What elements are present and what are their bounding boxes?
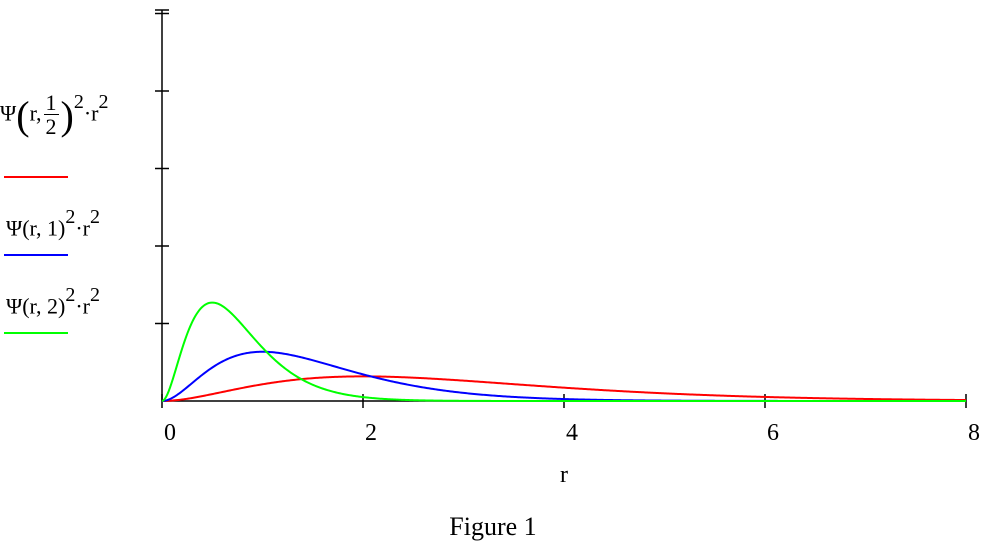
fraction-numerator: 1 bbox=[43, 90, 59, 115]
x-tick-label: 0 bbox=[164, 420, 176, 446]
x-tick-label: 4 bbox=[566, 420, 578, 446]
power-2: 2 bbox=[90, 206, 100, 228]
legend-swatch-green bbox=[4, 332, 68, 334]
dot-r: ·r bbox=[75, 215, 90, 241]
power-2: 2 bbox=[65, 284, 76, 306]
x-tick-label: 6 bbox=[767, 420, 779, 446]
psi-symbol: Ψ bbox=[0, 100, 17, 126]
series-group bbox=[161, 301, 967, 402]
series-line-zeta-2 bbox=[161, 301, 966, 402]
legend-psi-text: Ψ(r, 1) bbox=[6, 215, 66, 241]
legend-swatch-blue bbox=[4, 254, 68, 256]
power-2: 2 bbox=[90, 284, 100, 306]
x-axis-label: r bbox=[560, 462, 568, 488]
fraction-denominator: 2 bbox=[45, 114, 57, 139]
series-line-zeta-0-5 bbox=[161, 375, 967, 402]
dot: · bbox=[83, 100, 92, 126]
legend-item-zeta-1: Ψ(r, 1)2·r2 bbox=[0, 206, 160, 256]
series-line-zeta-1 bbox=[161, 350, 966, 402]
power-2: 2 bbox=[73, 91, 84, 114]
legend-swatch-red bbox=[4, 176, 68, 178]
x-tick-labels: 0 2 4 6 8 bbox=[164, 420, 980, 446]
dot-r: ·r bbox=[75, 293, 90, 319]
figure-caption: Figure 1 bbox=[449, 512, 537, 541]
power-2: 2 bbox=[98, 91, 109, 114]
legend-psi-text: Ψ(r, 2) bbox=[6, 293, 66, 319]
legend-item-zeta-2: Ψ(r, 2)2·r2 bbox=[0, 284, 160, 334]
legend-label-zeta-half: Ψ(r, 1 2)2·r2 bbox=[0, 90, 160, 139]
legend-label-zeta-2: Ψ(r, 2)2·r2 bbox=[0, 284, 160, 319]
x-tick-label: 2 bbox=[365, 420, 377, 446]
left-paren: ( bbox=[16, 93, 30, 138]
right-paren: ) bbox=[60, 93, 74, 138]
legend-item-zeta-half: Ψ(r, 1 2)2·r2 bbox=[0, 90, 160, 178]
arg-r: r, bbox=[29, 100, 42, 126]
x-tick-label: 8 bbox=[968, 420, 980, 446]
r-factor: r bbox=[91, 100, 99, 126]
axes bbox=[155, 9, 967, 408]
legend-label-zeta-1: Ψ(r, 1)2·r2 bbox=[0, 206, 160, 241]
power-2: 2 bbox=[65, 206, 76, 228]
